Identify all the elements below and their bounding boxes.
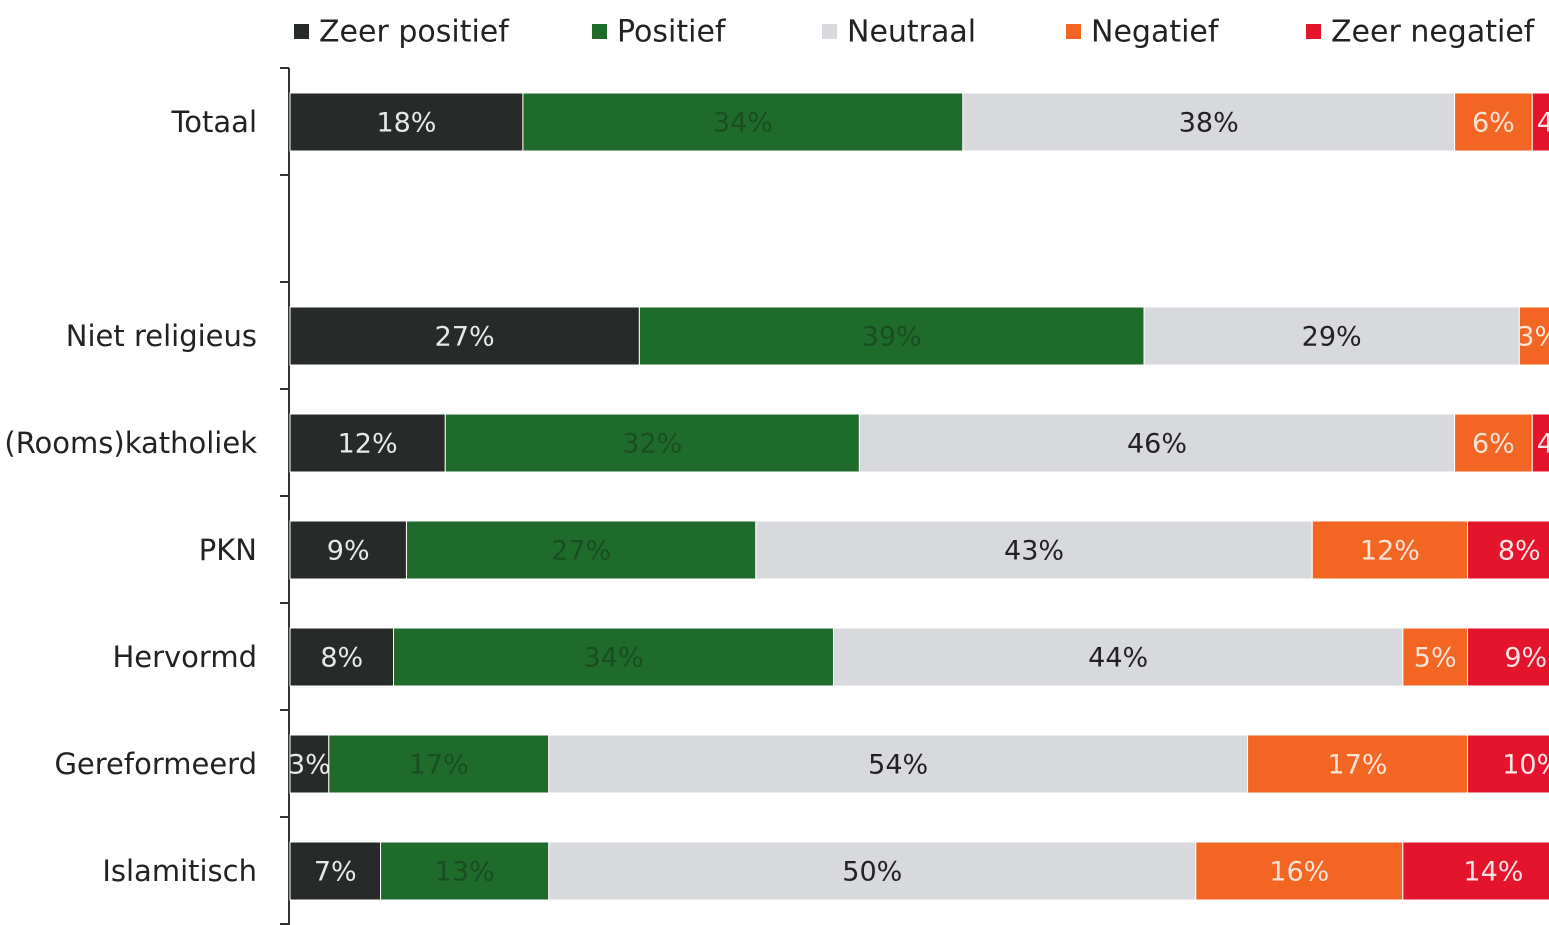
- bar-segment: [1143, 306, 1520, 366]
- bar-segment: [1531, 413, 1549, 473]
- legend-swatch: [592, 24, 607, 39]
- legend-label: Zeer negatief: [1331, 15, 1536, 50]
- value-label: 13%: [435, 857, 495, 888]
- legend-swatch: [822, 24, 837, 39]
- category-label: PKN: [199, 533, 257, 567]
- value-label: 34%: [583, 643, 643, 674]
- legend-swatch: [1306, 24, 1321, 39]
- legend-label: Zeer positief: [319, 15, 510, 50]
- category-label: Hervormd: [112, 640, 257, 674]
- bar-segment: [1402, 627, 1469, 687]
- bar-segment: [289, 627, 395, 687]
- value-label: 9%: [327, 536, 370, 567]
- value-label: 4%: [1537, 108, 1549, 139]
- bar-segment: [858, 413, 1456, 473]
- value-label: 6%: [1472, 429, 1515, 460]
- bar-segment: [1247, 734, 1469, 794]
- category-label: Islamitisch: [102, 854, 257, 888]
- value-label: 54%: [868, 750, 928, 781]
- bar-segment: [289, 520, 407, 580]
- bar-segment: [548, 734, 1249, 794]
- bar-segment: [548, 841, 1197, 901]
- legend-swatch: [1066, 24, 1081, 39]
- legend-label: Positief: [617, 15, 727, 50]
- bar-segment: [1454, 92, 1533, 152]
- value-label: 4%: [1537, 429, 1549, 460]
- bar-segment: [1467, 627, 1549, 687]
- legend-label: Neutraal: [847, 15, 976, 50]
- bar-segment: [1467, 734, 1549, 794]
- value-label: 8%: [320, 643, 363, 674]
- value-label: 3%: [288, 750, 331, 781]
- value-label: 9%: [1504, 643, 1547, 674]
- value-label: 44%: [1088, 643, 1148, 674]
- value-label: 17%: [1328, 750, 1388, 781]
- bar-segment: [522, 92, 964, 152]
- value-label: 6%: [1472, 108, 1515, 139]
- bar-segment: [755, 520, 1313, 580]
- bar-segment: [444, 413, 860, 473]
- value-label: 46%: [1127, 429, 1187, 460]
- bar-segment: [289, 306, 640, 366]
- value-label: 50%: [842, 857, 902, 888]
- value-label: 14%: [1463, 857, 1523, 888]
- bar-segment: [1311, 520, 1469, 580]
- value-label: 38%: [1179, 108, 1239, 139]
- category-label: (Rooms)katholiek: [4, 426, 257, 460]
- bar-segment: [1467, 520, 1549, 580]
- bar-segment: [405, 520, 757, 580]
- value-label: 32%: [622, 429, 682, 460]
- value-label: 12%: [338, 429, 398, 460]
- value-label: 29%: [1302, 322, 1362, 353]
- bar-segment: [962, 92, 1456, 152]
- bar-segment: [328, 734, 550, 794]
- value-label: 8%: [1498, 536, 1541, 567]
- bar-segment: [380, 841, 550, 901]
- value-label: 27%: [551, 536, 611, 567]
- value-label: 27%: [435, 322, 495, 353]
- value-label: 12%: [1360, 536, 1420, 567]
- value-label: 43%: [1004, 536, 1064, 567]
- bar-segment: [1518, 306, 1549, 366]
- bar-segment: [1454, 413, 1533, 473]
- bar-segment: [1531, 92, 1549, 152]
- bar-segment: [289, 413, 446, 473]
- value-label: 39%: [862, 322, 922, 353]
- bar-segment: [832, 627, 1404, 687]
- legend-label: Negatief: [1091, 15, 1220, 50]
- category-label: Totaal: [171, 105, 258, 139]
- value-label: 16%: [1269, 857, 1329, 888]
- legend-swatch: [294, 24, 309, 39]
- value-label: 10%: [1502, 750, 1549, 781]
- category-label: Gereformeerd: [54, 747, 257, 781]
- value-label: 3%: [1517, 322, 1549, 353]
- value-label: 7%: [314, 857, 357, 888]
- value-label: 18%: [376, 108, 436, 139]
- bar-segment: [1402, 841, 1549, 901]
- value-label: 17%: [409, 750, 469, 781]
- value-label: 5%: [1414, 643, 1457, 674]
- category-label: Niet religieus: [66, 319, 257, 353]
- bar-segment: [289, 841, 382, 901]
- bar-segment: [638, 306, 1145, 366]
- value-label: 34%: [713, 108, 773, 139]
